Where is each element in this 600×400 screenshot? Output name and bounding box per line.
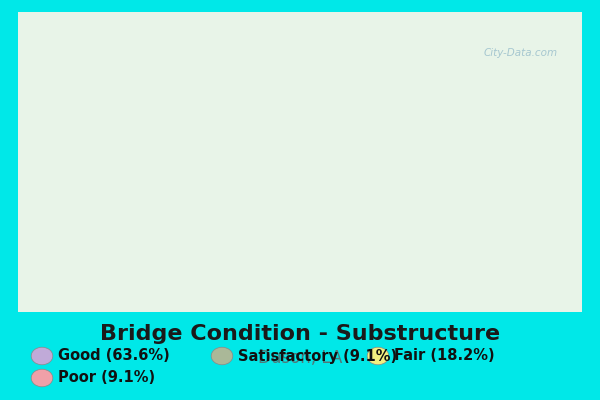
Polygon shape — [344, 51, 436, 158]
Polygon shape — [370, 83, 499, 209]
Polygon shape — [403, 181, 507, 240]
Text: Bridge Condition - Substructure: Bridge Condition - Substructure — [100, 324, 500, 344]
Text: Good (63.6%): Good (63.6%) — [58, 348, 169, 364]
Polygon shape — [93, 33, 386, 240]
Text: Poor (9.1%): Poor (9.1%) — [58, 370, 155, 386]
Text: Fair (18.2%): Fair (18.2%) — [394, 348, 494, 364]
Text: Duson, LA: Duson, LA — [258, 349, 342, 367]
Text: Satisfactory (9.1%): Satisfactory (9.1%) — [238, 348, 397, 364]
Text: City-Data.com: City-Data.com — [484, 48, 558, 58]
